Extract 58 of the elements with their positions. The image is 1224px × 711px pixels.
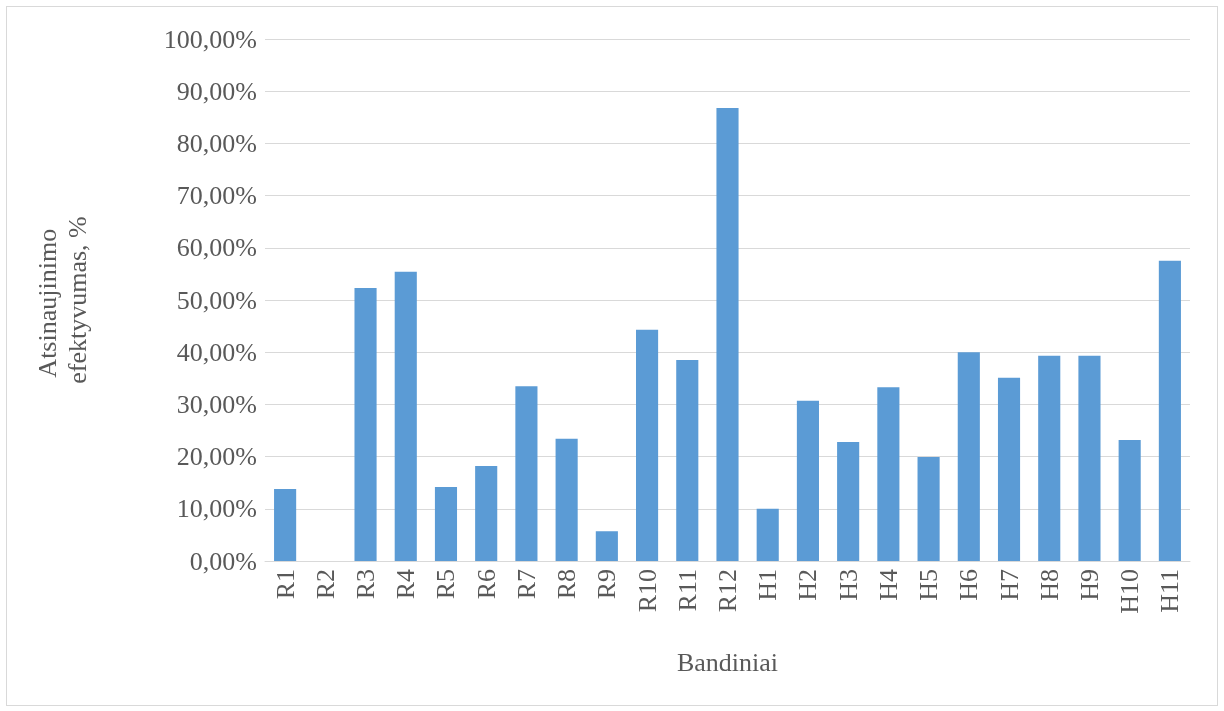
y-tick-label: 10,00%	[176, 494, 257, 524]
x-axis-title: Bandiniai	[676, 647, 779, 677]
y-tick-label: 70,00%	[176, 181, 257, 211]
x-tick-label: H11	[1155, 569, 1185, 613]
x-tick-label: R12	[713, 569, 742, 613]
y-tick-label: 60,00%	[176, 233, 257, 263]
y-tick-label: 40,00%	[176, 337, 257, 367]
bar	[515, 386, 538, 561]
y-tick-label: 100,00%	[163, 24, 257, 54]
x-tick-label: H8	[1034, 569, 1064, 601]
x-tick-label: H4	[873, 569, 903, 601]
bar	[1078, 355, 1101, 561]
x-tick-label: H7	[994, 569, 1024, 601]
bar	[877, 387, 900, 561]
y-tick-label: 30,00%	[176, 389, 257, 419]
x-tick-label: H9	[1074, 569, 1104, 601]
bar	[756, 508, 779, 561]
bar	[796, 400, 819, 561]
bar	[595, 531, 618, 561]
x-tick-label: R6	[471, 569, 501, 600]
y-tick-label: 0,00%	[189, 546, 257, 576]
bar	[957, 352, 980, 561]
y-axis-title: Atsinaujinimo efektyvumas, %	[32, 216, 92, 384]
x-tick-label: R9	[592, 569, 622, 600]
bar	[475, 466, 498, 561]
x-tick-label: R7	[511, 569, 541, 600]
x-tick-label: H6	[954, 569, 984, 601]
y-tick-label: 90,00%	[176, 76, 257, 106]
bar	[555, 438, 578, 561]
x-tick-label: H10	[1115, 569, 1145, 614]
bar	[354, 287, 377, 561]
x-tick-label: R4	[391, 569, 421, 600]
bar	[636, 329, 659, 561]
bar	[1158, 260, 1181, 561]
x-tick-label: R1	[270, 569, 300, 600]
x-tick-label: H1	[753, 569, 783, 601]
bar	[716, 107, 739, 561]
x-tick-label: R11	[672, 569, 702, 612]
y-tick-label: 50,00%	[176, 285, 257, 315]
bar	[274, 488, 297, 561]
bar	[394, 271, 417, 561]
x-tick-label: H5	[914, 569, 944, 601]
x-tick-label: R5	[431, 569, 461, 600]
y-tick-label: 20,00%	[176, 442, 257, 472]
x-tick-label: R3	[351, 569, 381, 600]
x-tick-label: H3	[833, 569, 863, 601]
bar	[997, 377, 1021, 561]
y-tick-label: 80,00%	[176, 128, 257, 158]
bar	[1118, 439, 1141, 561]
bar	[837, 441, 860, 561]
bar	[676, 360, 699, 561]
bar	[434, 486, 458, 561]
x-tick-label: R2	[310, 569, 340, 600]
x-tick-label: R8	[552, 569, 582, 600]
bar	[917, 457, 940, 561]
x-tick-label: H2	[793, 569, 823, 601]
bar	[1038, 355, 1061, 561]
x-tick-label: R10	[632, 569, 662, 613]
